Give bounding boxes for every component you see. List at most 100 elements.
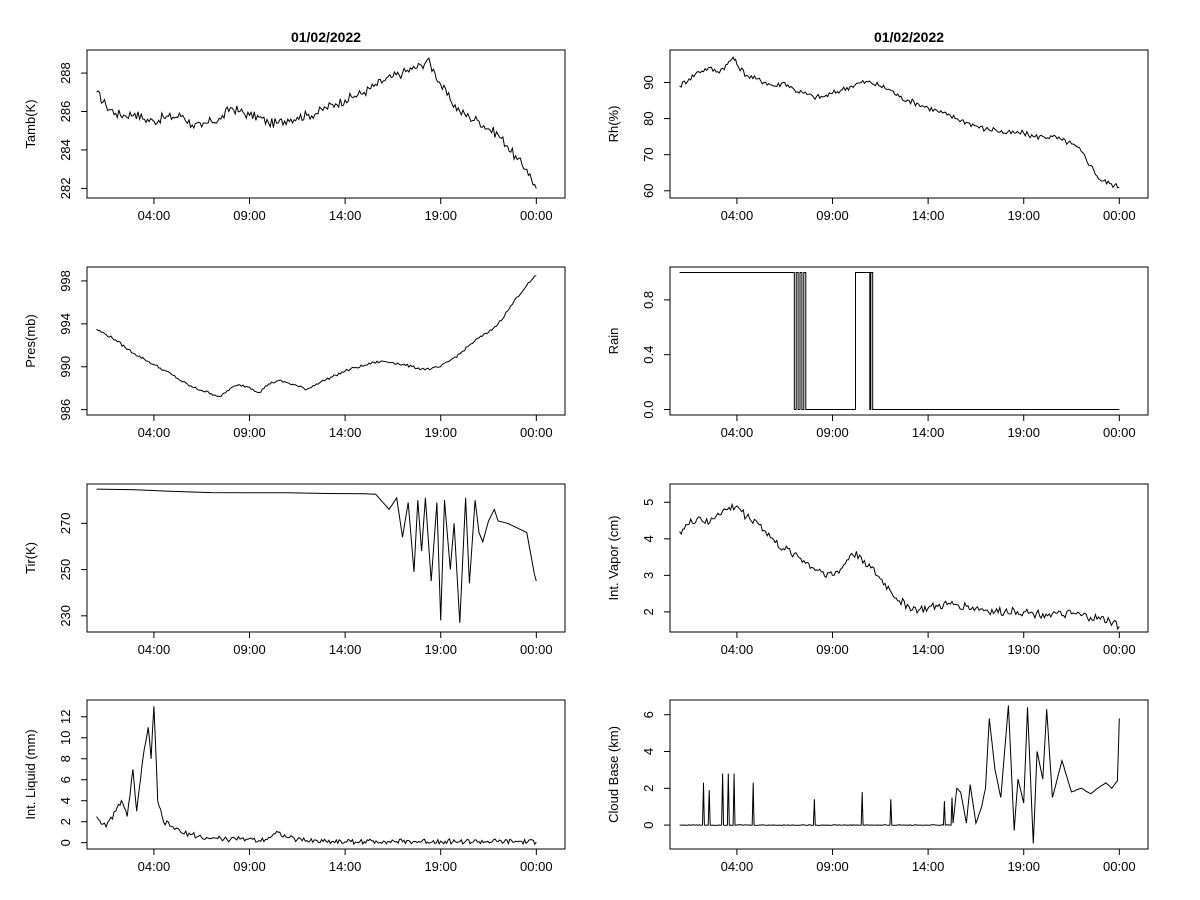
y-tick-label: 998	[58, 270, 73, 292]
x-tick-label: 09:00	[233, 425, 266, 440]
y-tick-label: 4	[641, 535, 656, 542]
chart-panel-4: 04:00 09:00 14:00 19:00 00:00 230 250 270 Tir(K)	[23, 483, 566, 657]
x-tick-label: 09:00	[816, 859, 849, 874]
y-tick-label: 5	[641, 499, 656, 506]
x-tick-label: 09:00	[233, 642, 266, 657]
series-line-Pres	[96, 275, 537, 398]
plot-frame	[669, 699, 1149, 850]
x-tick-label: 04:00	[721, 425, 754, 440]
chart-panel-3: 04:00 09:00 14:00 19:00 00:00 0.0 0.4 0.8 Rain	[606, 266, 1149, 440]
y-axis-label: Rh(%)	[606, 106, 621, 143]
x-tick-label: 00:00	[1103, 642, 1136, 657]
chart-title: 01/02/2022	[291, 29, 361, 45]
x-tick-label: 14:00	[912, 208, 945, 223]
x-tick-label: 14:00	[329, 642, 362, 657]
x-tick-label: 09:00	[233, 208, 266, 223]
y-tick-label: 230	[58, 605, 73, 627]
chart-panel-0: 01/02/2022 04:00 09:00 14:00 19:00 00:00 282 28…	[23, 29, 566, 223]
y-axis-label: Tir(K)	[23, 542, 38, 574]
plot-frame	[86, 699, 566, 850]
chart-panel-5: 04:00 09:00 14:00 19:00 00:00 2 3 4 5 Int. Vapor …	[606, 483, 1149, 657]
x-tick-label: 04:00	[138, 208, 171, 223]
x-tick-label: 04:00	[721, 859, 754, 874]
series-line-Rain	[679, 272, 1120, 410]
y-axis-label: Rain	[606, 328, 621, 355]
chart-panel-1: 01/02/2022 04:00 09:00 14:00 19:00 00:00 60 70 8…	[606, 29, 1149, 223]
y-tick-label: 270	[58, 512, 73, 534]
y-tick-label: 80	[641, 111, 656, 125]
plot-frame	[86, 49, 566, 199]
y-tick-label: 8	[58, 755, 73, 762]
plot-frame	[669, 483, 1149, 633]
x-tick-label: 00:00	[520, 208, 553, 223]
y-tick-label: 284	[58, 139, 73, 161]
y-tick-label: 2	[641, 785, 656, 792]
y-tick-label: 286	[58, 101, 73, 123]
x-tick-label: 14:00	[329, 208, 362, 223]
y-tick-label: 2	[58, 818, 73, 825]
y-axis-label: Pres(mb)	[23, 314, 38, 367]
y-tick-label: 10	[58, 731, 73, 745]
y-tick-label: 3	[641, 572, 656, 579]
x-tick-label: 00:00	[520, 642, 553, 657]
x-tick-label: 09:00	[816, 642, 849, 657]
plot-frame	[86, 483, 566, 633]
series-line-CloudBase	[679, 705, 1120, 844]
x-tick-label: 00:00	[1103, 425, 1136, 440]
x-tick-label: 09:00	[816, 208, 849, 223]
y-tick-label: 986	[58, 399, 73, 421]
x-tick-label: 19:00	[1007, 425, 1040, 440]
plot-frame	[669, 266, 1149, 416]
x-tick-label: 19:00	[1007, 642, 1040, 657]
x-tick-label: 00:00	[1103, 859, 1136, 874]
y-tick-label: 282	[58, 178, 73, 200]
chart-title: 01/02/2022	[874, 29, 944, 45]
x-tick-label: 14:00	[329, 859, 362, 874]
y-tick-label: 6	[58, 776, 73, 783]
x-tick-label: 14:00	[912, 642, 945, 657]
x-tick-label: 00:00	[1103, 208, 1136, 223]
x-tick-label: 19:00	[424, 859, 457, 874]
y-tick-label: 90	[641, 75, 656, 89]
y-tick-label: 0.4	[641, 346, 656, 364]
y-tick-label: 70	[641, 147, 656, 161]
x-tick-label: 09:00	[233, 859, 266, 874]
y-tick-label: 6	[641, 711, 656, 718]
y-tick-label: 250	[58, 559, 73, 581]
y-tick-label: 0	[58, 839, 73, 846]
y-axis-label: Tamb(K)	[23, 99, 38, 148]
x-tick-label: 04:00	[138, 859, 171, 874]
y-axis-label: Int. Vapor (cm)	[606, 515, 621, 600]
x-tick-label: 19:00	[424, 425, 457, 440]
y-tick-label: 994	[58, 313, 73, 335]
y-axis-label: Cloud Base (km)	[606, 726, 621, 823]
chart-panel-2: 04:00 09:00 14:00 19:00 00:00 986 990 994 998 Pre…	[23, 266, 566, 440]
y-tick-label: 0.8	[641, 291, 656, 309]
x-tick-label: 00:00	[520, 859, 553, 874]
x-tick-label: 04:00	[138, 425, 171, 440]
y-tick-label: 4	[58, 797, 73, 804]
y-tick-label: 60	[641, 184, 656, 198]
y-tick-label: 288	[58, 62, 73, 84]
series-line-Rh	[679, 56, 1120, 189]
y-tick-label: 990	[58, 356, 73, 378]
series-line-Vapor	[679, 502, 1120, 631]
y-tick-label: 2	[641, 608, 656, 615]
series-line-Tir	[96, 488, 537, 623]
x-tick-label: 04:00	[721, 642, 754, 657]
y-tick-label: 12	[58, 710, 73, 724]
chart-panel-6: 04:00 09:00 14:00 19:00 00:00 0 2 4 6 8 10 12 Int. L…	[23, 699, 566, 874]
x-tick-label: 19:00	[1007, 208, 1040, 223]
series-line-Liquid	[96, 706, 537, 846]
y-axis-label: Int. Liquid (mm)	[23, 729, 38, 819]
x-tick-label: 14:00	[912, 425, 945, 440]
plot-frame	[86, 266, 566, 416]
y-tick-label: 4	[641, 748, 656, 755]
series-line-Tamb	[96, 57, 537, 189]
chart-panel-7: 04:00 09:00 14:00 19:00 00:00 0 2 4 6 Cloud Base …	[606, 699, 1149, 874]
x-tick-label: 14:00	[912, 859, 945, 874]
x-tick-label: 00:00	[520, 425, 553, 440]
x-tick-label: 04:00	[138, 642, 171, 657]
x-tick-label: 04:00	[721, 208, 754, 223]
